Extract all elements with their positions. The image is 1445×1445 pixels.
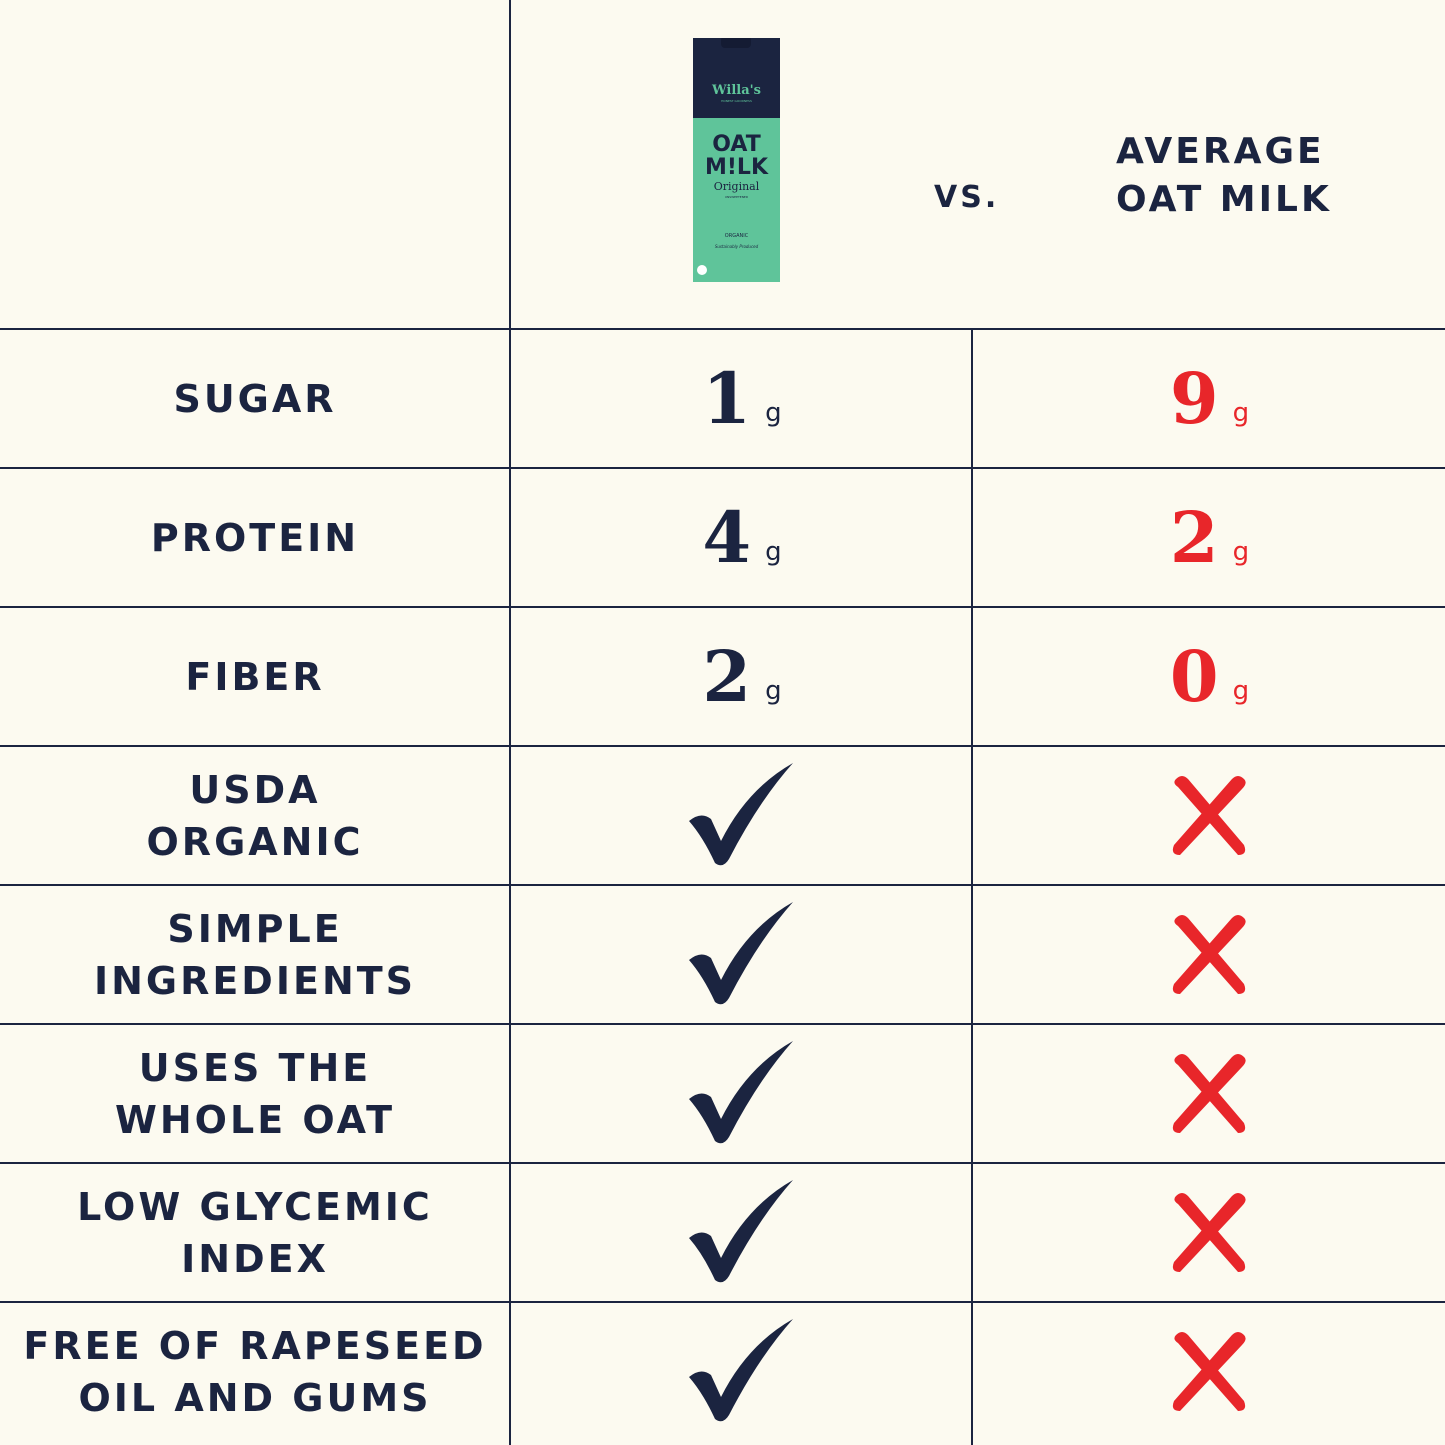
value-number: 2 <box>702 635 752 718</box>
value-number: 0 <box>1169 635 1219 718</box>
divider <box>971 329 973 1445</box>
carton-badge: ORGANIC <box>725 233 749 239</box>
carton-name-1: OAT <box>712 132 760 157</box>
row-label: USDA ORGANIC <box>146 767 364 864</box>
value-number: 9 <box>1169 357 1219 440</box>
row-label: LOW GLYCEMIC INDEX <box>77 1184 433 1281</box>
carton-footer: Sustainably Produced <box>715 244 759 249</box>
row-divider <box>0 328 1445 330</box>
check-icon <box>512 885 972 1024</box>
row-divider <box>0 467 1445 469</box>
row-label: USES THE WHOLE OAT <box>114 1045 396 1142</box>
check-icon <box>512 1163 972 1302</box>
row-divider <box>0 745 1445 747</box>
row-divider <box>0 1301 1445 1303</box>
row-divider <box>0 606 1445 608</box>
value-number: 4 <box>702 496 752 579</box>
x-icon <box>974 1302 1445 1441</box>
x-icon <box>974 1024 1445 1163</box>
x-icon <box>974 885 1445 1024</box>
carton-brand: Willa's <box>711 83 761 98</box>
row-label: PROTEIN <box>150 515 360 560</box>
unit: g <box>1232 536 1250 567</box>
vs-label: VS. <box>934 180 1000 215</box>
row-label: FIBER <box>185 654 325 699</box>
competitor-title: AVERAGE OAT MILK <box>1116 131 1332 220</box>
unit: g <box>765 536 782 567</box>
carton-subvariant: UNSWEETENED <box>725 195 749 199</box>
willas-oat-milk-carton-image: Willa's HONEST GOODNESS OAT M!LK Origina… <box>693 38 780 282</box>
value-number: 1 <box>702 357 752 440</box>
row-divider <box>0 1023 1445 1025</box>
row-label: SUGAR <box>173 376 337 421</box>
x-icon <box>974 746 1445 885</box>
x-icon <box>974 1163 1445 1302</box>
divider <box>509 0 511 1445</box>
row-divider <box>0 884 1445 886</box>
row-label: SIMPLE INGREDIENTS <box>93 906 417 1003</box>
carton-tagline: HONEST GOODNESS <box>721 99 752 103</box>
value-number: 2 <box>1169 496 1219 579</box>
check-icon <box>512 746 972 885</box>
check-icon <box>512 1024 972 1163</box>
row-label: FREE OF RAPESEED OIL AND GUMS <box>23 1323 487 1420</box>
unit: g <box>765 397 782 428</box>
unit: g <box>1232 675 1250 706</box>
row-divider <box>0 1162 1445 1164</box>
carton-variant: Original <box>714 180 760 193</box>
unit: g <box>765 675 782 706</box>
carton-name-2: M!LK <box>705 155 769 180</box>
check-icon <box>512 1302 972 1441</box>
unit: g <box>1232 397 1250 428</box>
